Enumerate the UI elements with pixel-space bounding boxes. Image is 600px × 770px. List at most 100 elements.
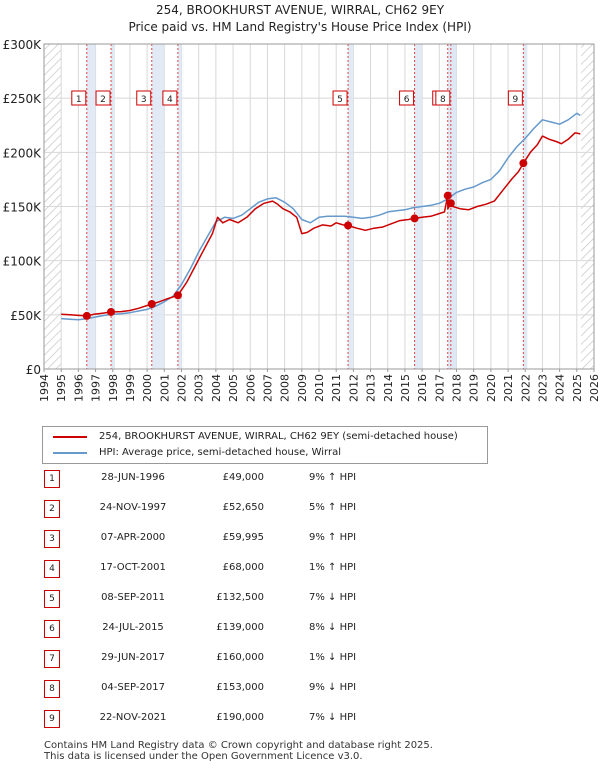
sale-number-label: 1 (76, 95, 82, 105)
sale-number-label: 4 (167, 95, 173, 105)
sale-period-band (177, 44, 182, 369)
x-tick-label: 2019 (468, 374, 481, 402)
legend-swatch-hpi (53, 451, 87, 454)
y-tick-label: £300K (3, 38, 43, 52)
x-tick-label: 2021 (502, 374, 515, 402)
sale-price: £190,000 (216, 712, 264, 723)
y-tick-label: £150K (3, 201, 43, 215)
x-tick-label: 1999 (124, 374, 137, 402)
sale-number-box: 6 (399, 90, 415, 106)
sale-marker-point (443, 191, 452, 200)
table-row: 4 17-OCT-2001 £68,000 1% ↑ HPI (44, 560, 564, 580)
sale-marker-point (410, 214, 419, 223)
x-tick-label: 2016 (416, 374, 429, 402)
x-tick-label: 2014 (382, 374, 395, 402)
sale-marker-point (82, 311, 91, 320)
sale-number-box-frame (507, 90, 523, 106)
table-row: 5 08-SEP-2011 £132,500 7% ↓ HPI (44, 590, 564, 610)
sale-hpi-change: 9% ↑ HPI (309, 472, 357, 483)
x-tick-label: 2005 (227, 374, 240, 402)
legend-label-property: 254, BROOKHURST AVENUE, WIRRAL, CH62 9EY… (99, 431, 458, 442)
price-chart: 123456789 £0£50K£100K£150K£200K£250K£300… (3, 38, 600, 402)
sale-date: 24-NOV-1997 (99, 502, 167, 513)
sale-price: £68,000 (222, 562, 264, 573)
x-tick-label: 1997 (90, 374, 103, 402)
sale-number-label: 8 (440, 95, 446, 105)
table-row: 1 28-JUN-1996 £49,000 9% ↑ HPI (44, 470, 564, 490)
sale-period-band (86, 44, 96, 369)
y-tick-label: £250K (3, 92, 43, 106)
table-row: 7 29-JUN-2017 £160,000 1% ↓ HPI (44, 650, 564, 670)
sale-number-badge: 9 (44, 710, 60, 728)
sale-price: £49,000 (222, 472, 264, 483)
sale-price: £160,000 (216, 652, 264, 663)
table-row: 3 07-APR-2000 £59,995 9% ↑ HPI (44, 530, 564, 550)
sale-hpi-change: 9% ↑ HPI (309, 532, 357, 543)
chart-legend: 254, BROOKHURST AVENUE, WIRRAL, CH62 9EY… (42, 426, 488, 464)
sale-hpi-change: 5% ↑ HPI (309, 502, 357, 513)
x-tick-label: 2001 (158, 374, 171, 402)
sale-price: £52,650 (222, 502, 264, 513)
sale-number-box-frame (71, 90, 87, 106)
sale-date: 04-SEP-2017 (101, 682, 165, 693)
sale-number-box-frame (399, 90, 415, 106)
sale-number-label: 2 (100, 95, 106, 105)
sale-hpi-change: 9% ↓ HPI (309, 682, 357, 693)
sale-date: 08-SEP-2011 (101, 592, 165, 603)
y-tick-label: £200K (3, 146, 43, 160)
table-row: 2 24-NOV-1997 £52,650 5% ↑ HPI (44, 500, 564, 520)
sale-date: 17-OCT-2001 (100, 562, 166, 573)
sale-number-box: 2 (95, 90, 111, 106)
sale-hpi-change: 7% ↓ HPI (309, 712, 357, 723)
x-tick-label: 2003 (193, 374, 206, 402)
x-tick-label: 1995 (55, 374, 68, 402)
legend-label-hpi: HPI: Average price, semi-detached house,… (99, 447, 342, 458)
sale-hpi-change: 1% ↓ HPI (309, 652, 357, 663)
sale-marker-point (519, 159, 528, 168)
sale-number-badge: 2 (44, 500, 60, 518)
sale-number-label: 9 (512, 95, 518, 105)
sale-number-label: 6 (404, 95, 410, 105)
sale-number-box-frame (162, 90, 178, 106)
x-tick-label: 2015 (399, 374, 412, 402)
sale-number-badge: 5 (44, 590, 60, 608)
sale-period-band (348, 44, 354, 369)
y-tick-label: £50K (10, 309, 42, 323)
x-tick-label: 2013 (365, 374, 378, 402)
x-tick-label: 2025 (571, 374, 584, 402)
chart-title: 254, BROOKHURST AVENUE, WIRRAL, CH62 9EY (155, 3, 445, 17)
sale-period-band (151, 44, 165, 369)
x-tick-label: 2018 (451, 374, 464, 402)
y-tick-label: £0 (26, 363, 41, 377)
footer-copyright: Contains HM Land Registry data © Crown c… (44, 740, 433, 751)
x-tick-label: 2020 (485, 374, 498, 402)
chart-subtitle: Price paid vs. HM Land Registry's House … (128, 20, 472, 34)
sale-number-badge: 1 (44, 470, 60, 488)
sale-hpi-change: 7% ↓ HPI (309, 592, 357, 603)
sale-price: £132,500 (216, 592, 264, 603)
x-tick-label: 2024 (554, 374, 567, 402)
x-tick-label: 2008 (279, 374, 292, 402)
sale-hpi-change: 1% ↑ HPI (309, 562, 357, 573)
legend-entry-property: 254, BROOKHURST AVENUE, WIRRAL, CH62 9EY… (53, 431, 458, 442)
sale-number-box: 9 (507, 90, 523, 106)
sale-number-badge: 6 (44, 620, 60, 638)
sale-number-badge: 4 (44, 560, 60, 578)
x-tick-label: 2002 (176, 374, 189, 402)
y-tick-label: £100K (3, 255, 43, 269)
x-tick-label: 2000 (141, 374, 154, 402)
sale-date: 29-JUN-2017 (101, 652, 165, 663)
sale-number-box-frame (95, 90, 111, 106)
x-tick-label: 2022 (519, 374, 532, 402)
sale-hpi-change: 8% ↓ HPI (309, 622, 357, 633)
sale-number-box: 8 (435, 90, 451, 106)
x-tick-label: 2010 (313, 374, 326, 402)
sale-marker-point (107, 307, 116, 316)
sale-number-label: 5 (337, 95, 343, 105)
sale-number-box: 3 (136, 90, 152, 106)
sale-marker-point (446, 199, 455, 208)
sale-date: 22-NOV-2021 (99, 712, 167, 723)
x-tick-label: 1994 (38, 374, 51, 402)
sale-number-box-frame (332, 90, 348, 106)
x-tick-label: 2004 (210, 374, 223, 402)
